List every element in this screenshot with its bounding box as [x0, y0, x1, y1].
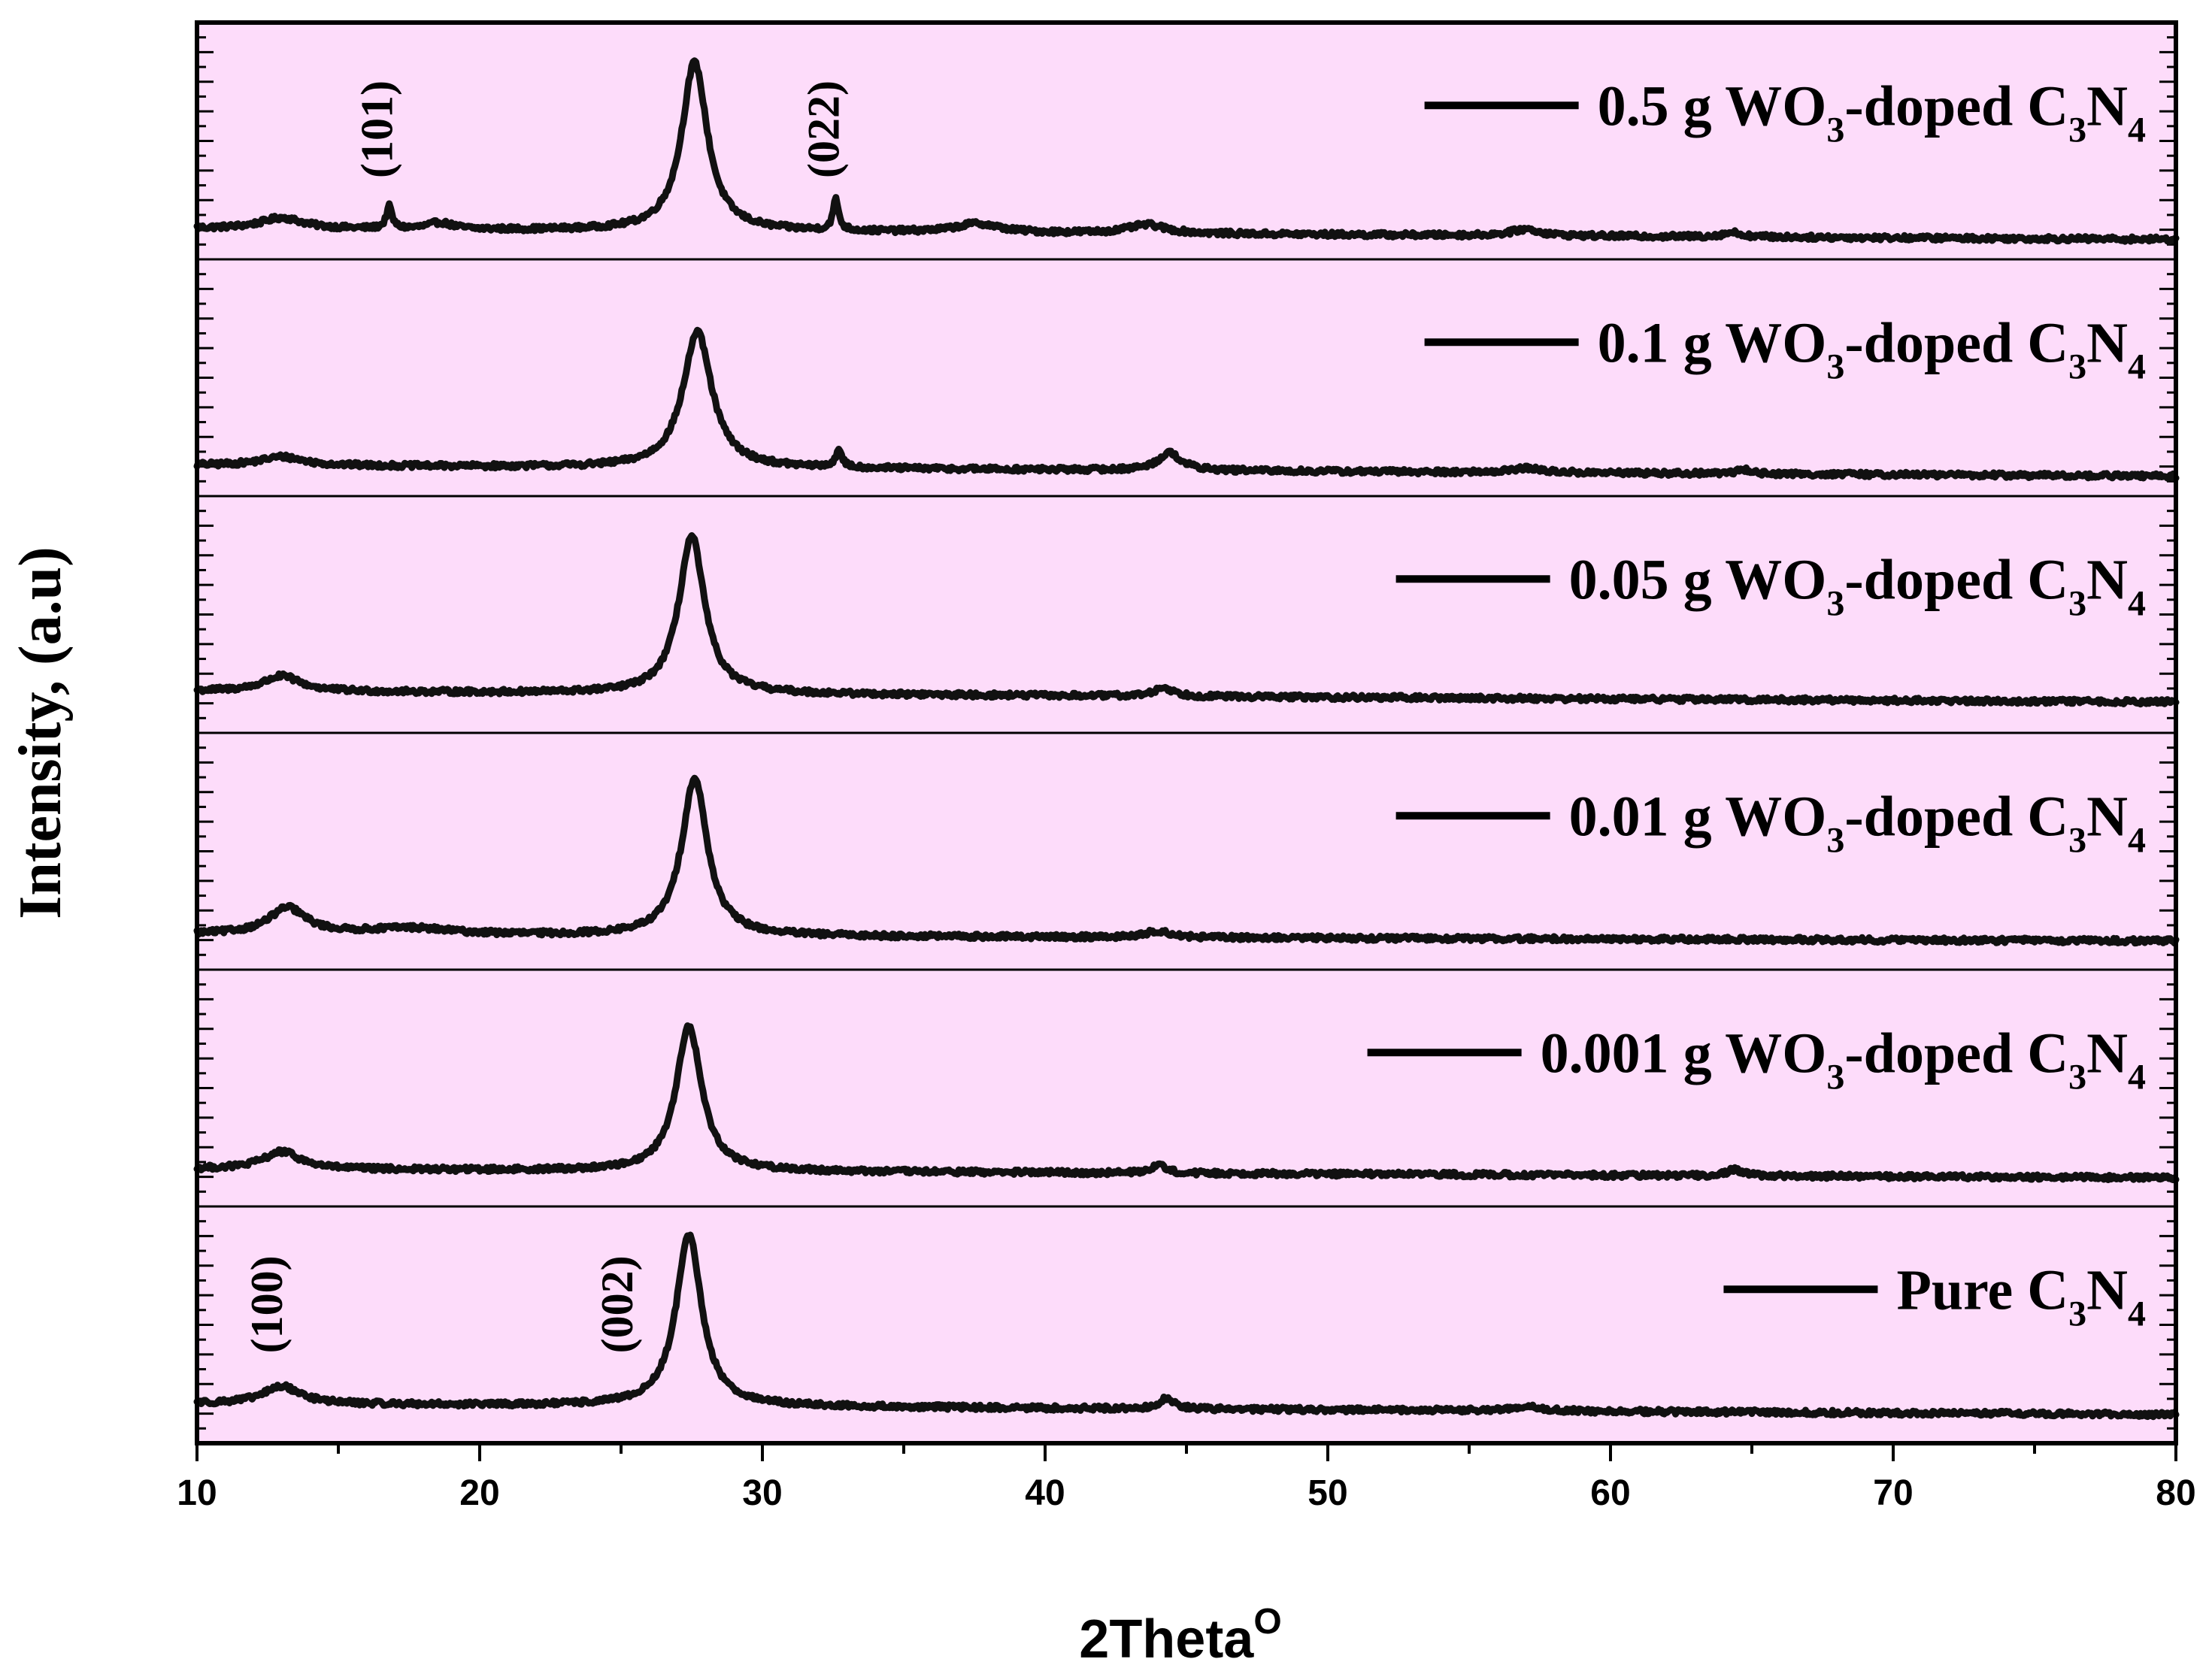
- legend-text-part: N: [2086, 548, 2128, 611]
- x-tick-label: 40: [1025, 1473, 1065, 1513]
- legend-label: 0.5 g WO3-doped C3N4: [1598, 74, 2146, 150]
- legend-subscript: 4: [2128, 1057, 2146, 1097]
- x-tick-label: 20: [459, 1473, 499, 1513]
- x-axis-label-superscript: O: [1253, 1602, 1281, 1642]
- legend-text-part: 0.05 g WO: [1569, 548, 1827, 611]
- legend-text-part: -doped C: [1844, 1022, 2068, 1085]
- x-tick-label: 50: [1308, 1473, 1347, 1513]
- peak-annotation: (022): [799, 80, 849, 178]
- legend-text-part: 0.5 g WO: [1598, 74, 1827, 138]
- legend-subscript: 4: [2128, 1294, 2146, 1333]
- xrd-series-line: [193, 774, 2180, 947]
- legend-text-part: 0.01 g WO: [1569, 785, 1827, 848]
- legend-subscript: 4: [2128, 820, 2146, 860]
- legend-text-part: 0.1 g WO: [1598, 311, 1827, 374]
- legend-label: Pure C3N4: [1896, 1258, 2146, 1333]
- legend-label: 0.001 g WO3-doped C3N4: [1541, 1022, 2146, 1097]
- xrd-series-line: [193, 532, 2180, 708]
- legend-text-part: -doped C: [1844, 548, 2068, 611]
- legend-text-part: N: [2086, 1258, 2128, 1321]
- panel: 0.5 g WO3-doped C3N4(101) (022): [193, 36, 2180, 261]
- legend-subscript: 4: [2128, 347, 2146, 386]
- legend-subscript: 3: [1826, 820, 1844, 860]
- peak-annotation: (101): [352, 80, 401, 178]
- legend-subscript: 3: [1826, 1057, 1844, 1097]
- xrd-series-line: [193, 1231, 2180, 1421]
- panel: Pure C3N4 (100) (002): [193, 1220, 2180, 1430]
- legend-subscript: 3: [1826, 347, 1844, 386]
- x-tick-label: 30: [742, 1473, 782, 1513]
- panels-layer: 0.5 g WO3-doped C3N4(101) (022)0.1 g WO3-…: [193, 36, 2180, 1430]
- legend-text-part: -doped C: [1844, 785, 2068, 848]
- x-tick-label: 80: [2156, 1473, 2195, 1513]
- x-tick-label: 70: [1873, 1473, 1913, 1513]
- y-axis-label: Intensity, (a.u): [8, 546, 74, 919]
- peak-annotation: (100): [242, 1255, 292, 1353]
- legend-subscript: 3: [1826, 110, 1844, 150]
- legend-subscript: 4: [2128, 583, 2146, 623]
- legend-text-part: N: [2086, 74, 2128, 138]
- legend-subscript: 3: [1826, 583, 1844, 623]
- legend-text-part: Pure C: [1896, 1258, 2068, 1321]
- legend-subscript: 3: [2068, 110, 2086, 150]
- x-axis: 10 20 30 40 50 60 70 80: [177, 1443, 2196, 1513]
- x-tick-label: 10: [177, 1473, 217, 1513]
- legend-label: 0.05 g WO3-doped C3N4: [1569, 548, 2146, 623]
- xrd-series-line: [193, 326, 2180, 482]
- xrd-series-line: [193, 57, 2180, 245]
- legend-text-part: N: [2086, 785, 2128, 848]
- x-axis-label-main: 2Theta: [1079, 1609, 1254, 1669]
- legend-text-part: -doped C: [1844, 311, 2068, 374]
- panel: 0.01 g WO3-doped C3N4: [193, 746, 2180, 971]
- legend-text-part: N: [2086, 311, 2128, 374]
- panel: 0.001 g WO3-doped C3N4: [193, 983, 2180, 1208]
- panel: 0.05 g WO3-doped C3N4: [193, 510, 2180, 734]
- legend-text-part: 0.001 g WO: [1541, 1022, 1827, 1085]
- panel: 0.1 g WO3-doped C3N4: [193, 273, 2180, 498]
- legend-label: 0.1 g WO3-doped C3N4: [1598, 311, 2146, 386]
- x-tick-label: 60: [1590, 1473, 1630, 1513]
- xrd-series-line: [193, 1022, 2180, 1184]
- legend-subscript: 3: [2068, 347, 2086, 386]
- legend-subscript: 3: [2068, 583, 2086, 623]
- legend-subscript: 3: [2068, 1057, 2086, 1097]
- legend-subscript: 4: [2128, 110, 2146, 150]
- legend-text-part: N: [2086, 1022, 2128, 1085]
- peak-annotation: (002): [592, 1255, 642, 1353]
- legend-label: 0.01 g WO3-doped C3N4: [1569, 785, 2146, 860]
- legend-subscript: 3: [2068, 820, 2086, 860]
- legend-text-part: -doped C: [1844, 74, 2068, 138]
- legend-subscript: 3: [2068, 1294, 2086, 1333]
- x-axis-label: 2ThetaO: [1079, 1602, 1281, 1669]
